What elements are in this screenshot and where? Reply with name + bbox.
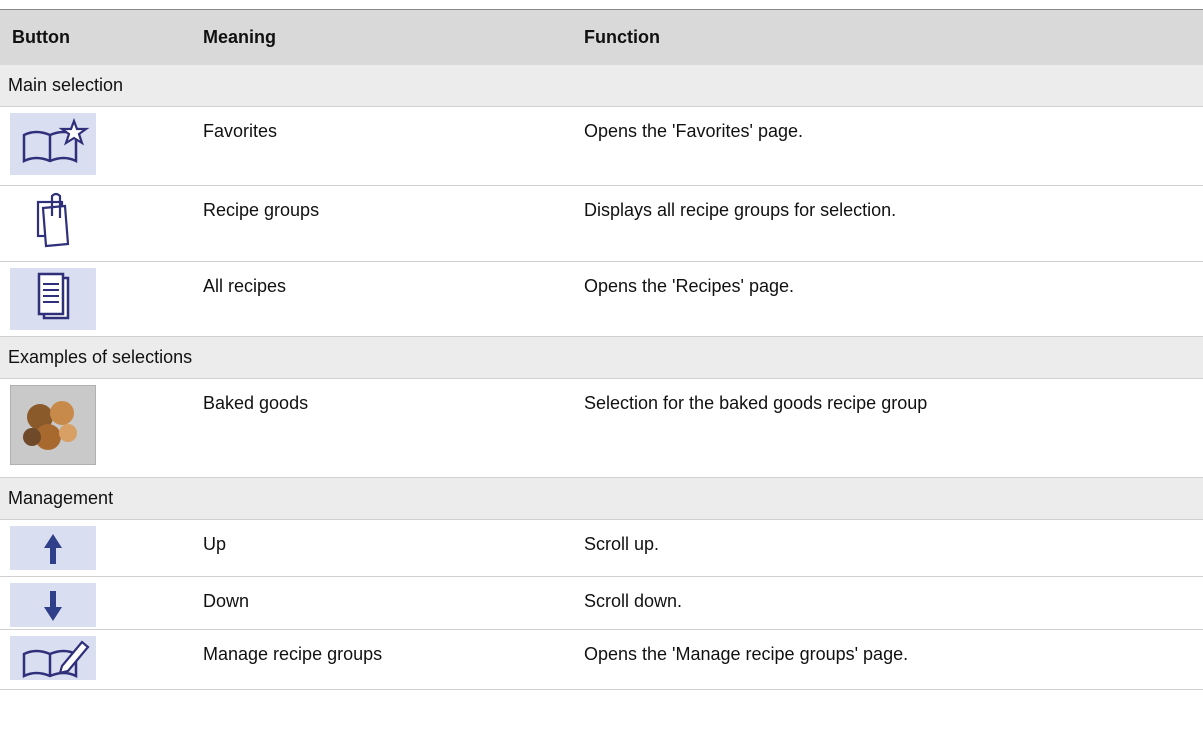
meaning: Recipe groups	[195, 185, 580, 262]
baked-goods-icon	[10, 385, 96, 465]
header-cell: Function	[580, 9, 1203, 65]
button-table: Button Meaning Function Main selection F…	[0, 9, 1203, 690]
function: Opens the 'Recipes' page.	[580, 261, 1203, 337]
section-title: Main selection	[0, 65, 1203, 107]
manage-icon	[10, 636, 96, 680]
function: Displays all recipe groups for selection…	[580, 185, 1203, 262]
recipe-groups-icon	[10, 192, 96, 254]
function: Scroll up.	[580, 519, 1203, 577]
meaning: All recipes	[195, 261, 580, 337]
header-row: Button Meaning Function	[0, 9, 1203, 65]
function: Selection for the baked goods recipe gro…	[580, 378, 1203, 478]
meaning: Up	[195, 519, 580, 577]
meaning: Baked goods	[195, 378, 580, 478]
function: Opens the 'Manage recipe groups' page.	[580, 629, 1203, 690]
function: Opens the 'Favorites' page.	[580, 106, 1203, 186]
meaning: Down	[195, 576, 580, 630]
favorites-icon	[10, 113, 96, 175]
section-title: Management	[0, 477, 1203, 520]
header-cell: Meaning	[195, 9, 580, 65]
section-title: Examples of selections	[0, 336, 1203, 379]
down-icon	[10, 583, 96, 627]
page: {"table": { "headers": ["Button", "Meani…	[0, 9, 1203, 735]
header-cell: Button	[0, 9, 195, 65]
meaning: Favorites	[195, 106, 580, 186]
all-recipes-icon	[10, 268, 96, 330]
function: Scroll down.	[580, 576, 1203, 630]
meaning: Manage recipe groups	[195, 629, 580, 690]
up-icon	[10, 526, 96, 570]
